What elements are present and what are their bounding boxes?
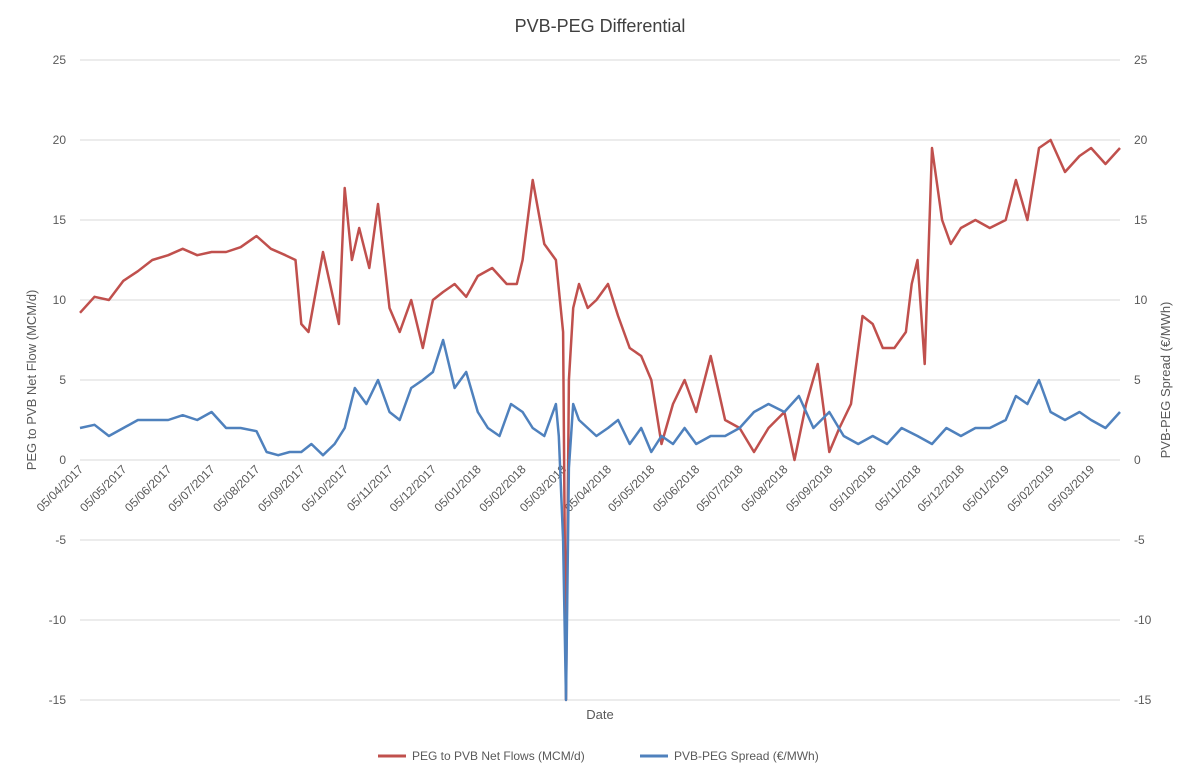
x-tick-label: 05/01/2018 <box>432 462 485 515</box>
y-tick-label-right: -15 <box>1134 693 1152 707</box>
chart-title: PVB-PEG Differential <box>515 16 686 36</box>
y-tick-label-left: 15 <box>53 213 67 227</box>
y-tick-label-left: -5 <box>55 533 66 547</box>
netflow-series-line <box>79 138 1121 702</box>
x-tick-label: 05/08/2018 <box>738 462 791 515</box>
x-tick-label: 05/12/2018 <box>915 462 968 515</box>
x-tick-label: 05/10/2017 <box>298 462 351 515</box>
y-tick-label-right: -10 <box>1134 613 1152 627</box>
y-tick-label-right: -5 <box>1134 533 1145 547</box>
x-tick-label: 05/10/2018 <box>826 462 879 515</box>
legend-entry: PVB-PEG Spread (€/MWh) <box>674 749 819 763</box>
y-tick-label-left: -10 <box>49 613 67 627</box>
x-tick-label: 05/07/2018 <box>693 462 746 515</box>
left-axis-ticks: -15 -10 -5 0 5 10 15 20 25 <box>49 53 67 707</box>
spread-series-line <box>79 338 1121 702</box>
y-axis-left-title: PEG to PVB Net Flow (MCM/d) <box>24 290 39 471</box>
x-tick-label: 05/05/2017 <box>77 462 130 515</box>
x-tick-label: 05/01/2019 <box>959 462 1012 515</box>
y-tick-label-left: -15 <box>49 693 67 707</box>
y-tick-label-right: 20 <box>1134 133 1148 147</box>
series-lines <box>79 138 1121 702</box>
y-tick-label-right: 0 <box>1134 453 1141 467</box>
x-tick-label: 05/08/2017 <box>210 462 263 515</box>
legend-entry: PEG to PVB Net Flows (MCM/d) <box>412 749 585 763</box>
y-axis-right-title: PVB-PEG Spread (€/MWh) <box>1158 302 1173 459</box>
y-tick-label-left: 10 <box>53 293 67 307</box>
x-tick-label: 05/07/2017 <box>165 462 218 515</box>
x-tick-label: 05/05/2018 <box>605 462 658 515</box>
y-tick-label-left: 20 <box>53 133 67 147</box>
y-tick-label-right: 15 <box>1134 213 1148 227</box>
y-tick-label-left: 5 <box>59 373 66 387</box>
gridlines <box>80 59 1120 701</box>
x-tick-label: 05/12/2017 <box>387 462 440 515</box>
right-axis-ticks: -15 -10 -5 0 5 10 15 20 25 <box>1134 53 1152 707</box>
legend: PEG to PVB Net Flows (MCM/d) PVB-PEG Spre… <box>378 749 819 763</box>
y-tick-label-right: 25 <box>1134 53 1148 67</box>
x-axis-title: Date <box>586 707 613 722</box>
y-tick-label-left: 0 <box>59 453 66 467</box>
y-tick-label-right: 5 <box>1134 373 1141 387</box>
y-tick-label-right: 10 <box>1134 293 1148 307</box>
y-tick-label-left: 25 <box>53 53 67 67</box>
